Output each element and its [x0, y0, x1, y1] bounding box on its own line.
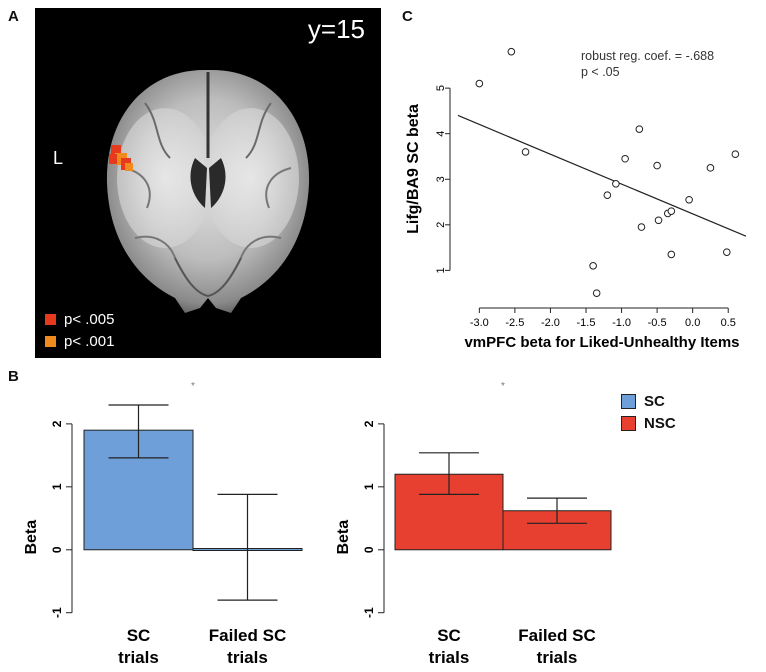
bar-y-tick-label: 1 [50, 483, 64, 490]
brain-slice-panel: y=15 L p< .005 p< .001 [35, 8, 381, 358]
scatter-point [723, 248, 731, 256]
legend-item-p001: p< .001 [45, 333, 114, 350]
bar-category-label: SC [127, 626, 151, 645]
scatter-point [706, 164, 715, 172]
panel-letter-c: C [402, 8, 413, 25]
scatter-point [731, 150, 740, 158]
scatter-y-tick-label: 5 [435, 85, 447, 91]
scatter-y-axis-label: Lifg/BA9 SC beta [405, 104, 422, 234]
bar-y-axis-label: Beta [335, 520, 352, 555]
bar-category-label: trials [118, 648, 159, 667]
bar-y-tick-label: 1 [362, 483, 376, 490]
scatter-x-tick-label: -3.0 [470, 317, 489, 329]
bar-category-label: trials [429, 648, 470, 667]
scatter-point [685, 195, 693, 204]
scatter-point [521, 148, 530, 156]
left-hemisphere-label: L [53, 148, 64, 168]
bar-legend-label-nsc: NSC [644, 414, 676, 432]
slice-coordinate-label: y=15 [307, 14, 365, 44]
bar-category-label: trials [227, 648, 268, 667]
scatter-x-axis-label: vmPFC beta for Liked-Unhealthy Items [464, 334, 739, 351]
legend-swatch-p001 [45, 336, 56, 347]
scatter-x-tick-label: -2.0 [541, 317, 560, 329]
scatter-y-tick-label: 3 [435, 176, 447, 182]
legend-swatch-p005 [45, 314, 56, 325]
legend-item-p005: p< .005 [45, 311, 114, 328]
scatter-point [603, 191, 612, 199]
legend-label-p001: p< .001 [64, 333, 115, 350]
scatter-annotation-p: p < .05 [581, 65, 620, 79]
bar-legend-item-nsc: NSC [621, 412, 676, 434]
significance-marker: * [501, 381, 505, 392]
bar-category-label: SC [437, 626, 461, 645]
scatter-point [592, 289, 601, 297]
scatter-point [653, 161, 661, 170]
bar-category-label: Failed SC [518, 626, 595, 645]
bar-legend-swatch-sc [621, 393, 636, 409]
scatter-x-tick-label: -2.5 [505, 317, 524, 329]
bar-y-tick-label: -1 [362, 607, 376, 618]
scatter-fit-line [457, 114, 747, 237]
scatter-point [654, 216, 663, 225]
scatter-point [589, 262, 597, 270]
bar-y-tick-label: -1 [50, 607, 64, 618]
bar-category-label: Failed SC [209, 626, 286, 645]
scatter-y-tick-label: 1 [435, 267, 447, 273]
bar-legend-label-sc: SC [644, 392, 665, 410]
bar-y-tick-label: 2 [50, 420, 64, 427]
panel-letter-b: B [8, 368, 19, 385]
scatter-point [667, 207, 676, 215]
scatter-point [667, 250, 676, 259]
bar-y-tick-label: 0 [50, 546, 64, 553]
brain-image [106, 69, 310, 313]
scatter-annotation-coef: robust reg. coef. = -.688 [581, 49, 714, 63]
bar-legend-swatch-nsc [621, 415, 636, 431]
legend-label-p005: p< .005 [64, 311, 115, 328]
scatter-y-tick-label: 4 [435, 131, 447, 137]
scatter-point [475, 79, 484, 88]
bar-y-tick-label: 2 [362, 420, 376, 427]
scatter-point [507, 47, 516, 56]
bar-legend: SC NSC [621, 390, 676, 434]
scatter-x-tick-label: 0.0 [685, 317, 700, 329]
scatter-point [637, 223, 646, 231]
scatter-point [635, 125, 644, 133]
scatter-x-tick-label: 0.5 [721, 317, 736, 329]
bar-y-tick-label: 0 [362, 546, 376, 553]
bar-y-axis-label: Beta [23, 520, 40, 555]
scatter-x-tick-label: -0.5 [648, 317, 667, 329]
scatter-x-tick-label: -1.5 [577, 317, 596, 329]
scatter-point [621, 154, 629, 163]
bar-legend-item-sc: SC [621, 390, 676, 412]
scatter-y-tick-label: 2 [435, 222, 447, 228]
bar-category-label: trials [537, 648, 578, 667]
scatter-x-tick-label: -1.0 [612, 317, 631, 329]
panel-letter-a: A [8, 8, 19, 25]
significance-marker: * [191, 381, 195, 392]
scatter-point [612, 180, 620, 188]
